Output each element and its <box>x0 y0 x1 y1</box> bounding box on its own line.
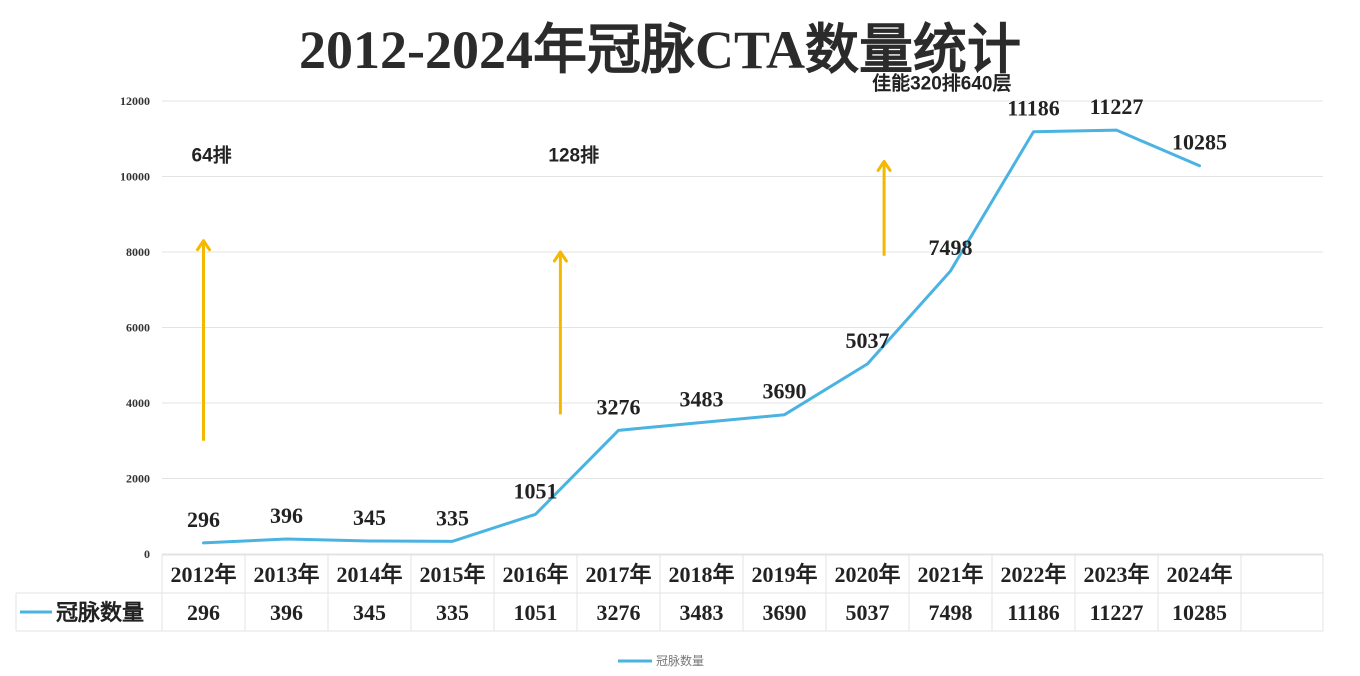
y-tick-label: 6000 <box>126 321 150 335</box>
x-tick-label: 2014年 <box>336 562 402 587</box>
annotation-arrowhead <box>552 250 568 263</box>
y-tick-label: 0 <box>144 547 150 561</box>
table-value: 3276 <box>597 600 641 625</box>
annotation-arrowhead <box>876 159 892 172</box>
chart-gridlines <box>162 100 1323 555</box>
data-label: 335 <box>436 505 469 530</box>
x-tick-label: 2015年 <box>419 562 485 587</box>
x-tick-label: 2023年 <box>1083 562 1149 587</box>
x-tick-label: 2021年 <box>917 562 983 587</box>
table-value: 3690 <box>763 600 807 625</box>
table-value: 3483 <box>680 600 724 625</box>
data-label: 1051 <box>514 478 558 503</box>
annotation-label: 64排 <box>192 143 232 166</box>
table-value: 5037 <box>846 600 890 625</box>
data-label: 345 <box>353 505 386 530</box>
table-value: 1051 <box>514 600 558 625</box>
data-table: 2012年 2013年 2014年 2015年 2016年 2017年 2018年 2019年… <box>15 554 1324 632</box>
x-tick-label: 2020年 <box>834 562 900 587</box>
data-label: 7498 <box>929 235 973 260</box>
y-tick-label: 10000 <box>120 170 150 184</box>
x-tick-label: 2024年 <box>1166 562 1232 587</box>
x-tick-label: 2018年 <box>668 562 734 587</box>
x-tick-label: 2013年 <box>253 562 319 587</box>
table-value: 7498 <box>929 600 973 625</box>
data-label: 5037 <box>846 328 890 353</box>
series-line-group <box>202 128 1201 545</box>
y-tick-label: 8000 <box>126 245 150 259</box>
table-value: 296 <box>187 600 220 625</box>
data-label: 3483 <box>680 387 724 412</box>
series-line <box>202 128 1201 545</box>
data-label: 10285 <box>1172 130 1227 155</box>
table-value: 396 <box>270 600 303 625</box>
y-tick-label: 4000 <box>126 396 150 410</box>
y-tick-label: 2000 <box>126 472 150 486</box>
table-value: 345 <box>353 600 386 625</box>
data-label: 11186 <box>1007 96 1060 121</box>
annotation-arrowhead <box>196 239 211 252</box>
x-tick-label: 2019年 <box>751 562 817 587</box>
data-label: 296 <box>187 507 220 532</box>
legend-label: 冠脉数量 <box>656 653 704 668</box>
data-label: 3690 <box>763 379 807 404</box>
table-value: 10285 <box>1172 600 1227 625</box>
x-tick-label: 2022年 <box>1000 562 1066 587</box>
data-labels: 296 396 345 335 1051 3276 3483 3690 5037 7498 1118… <box>187 94 1227 532</box>
table-series-label: 冠脉数量 <box>56 600 144 625</box>
table-value: 11227 <box>1090 600 1144 625</box>
y-tick-label: 12000 <box>120 94 150 108</box>
data-label: 11227 <box>1090 94 1144 119</box>
x-tick-label: 2016年 <box>502 562 568 587</box>
x-tick-label: 2017年 <box>585 562 651 587</box>
x-tick-label: 2012年 <box>170 562 236 587</box>
chart-title: 2012-2024年冠脉CTA数量统计 <box>299 20 1021 80</box>
table-value: 335 <box>436 600 469 625</box>
annotation-label: 佳能320排640层 <box>872 72 1011 95</box>
chart-annotations: 64排 128排 佳能320排640层 <box>192 72 1012 441</box>
chart-legend: 冠脉数量 <box>618 653 704 668</box>
data-label: 3276 <box>597 394 641 419</box>
y-axis-ticks: 0 2000 4000 6000 8000 10000 12000 <box>120 94 150 561</box>
annotation-label: 128排 <box>548 143 599 166</box>
table-value: 11186 <box>1007 600 1060 625</box>
data-label: 396 <box>270 503 303 528</box>
